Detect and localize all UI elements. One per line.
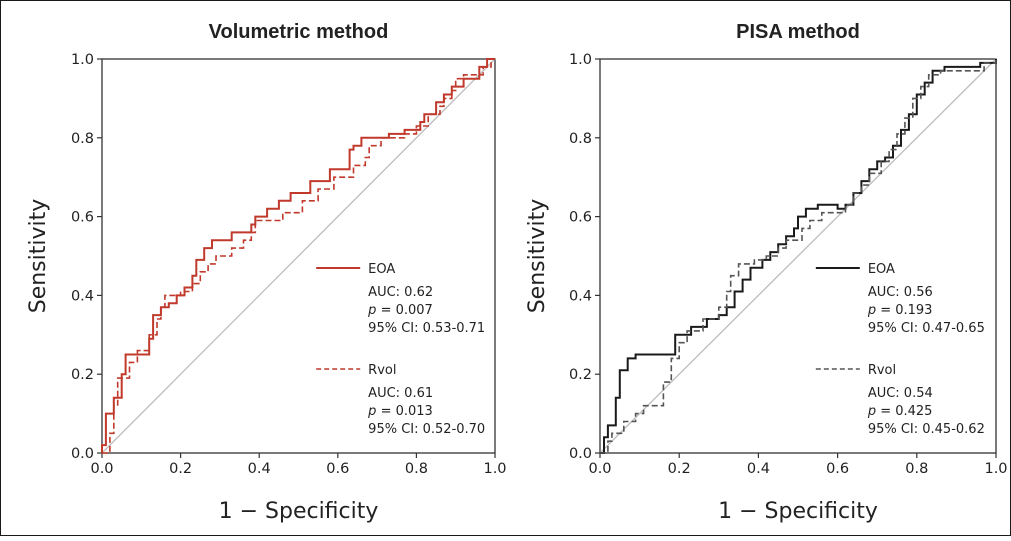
panel1-legend-rvol-stat: p = 0.013 (367, 404, 433, 419)
panel2-x-tick-label: 0.8 (905, 461, 928, 477)
panel2-y-tick-label: 0.4 (569, 288, 592, 304)
panel1-x-tick-label: 0.8 (405, 461, 428, 477)
panel2-series-eoa-line (600, 59, 997, 454)
panel1-series-eoa-line (101, 58, 495, 453)
panel2-legend-rvol-stat: 95% CI: 0.45-0.62 (868, 422, 985, 437)
panel2-legend-eoa-label: EOA (868, 262, 895, 277)
panel1-series-rvol-line (102, 58, 495, 454)
panel2-reference-diagonal (599, 58, 997, 454)
panel2-x-tick-label: 0.2 (668, 461, 691, 477)
panel2-y-tick-label: 1.0 (569, 52, 592, 68)
panel1-y-tick-label: 0.8 (71, 131, 94, 147)
panel1-legend-rvol-stat: AUC: 0.61 (368, 386, 433, 401)
panel1-y-axis-label: Sensitivity (26, 199, 51, 314)
panel1-y-tick-label: 0.4 (71, 288, 94, 304)
panel1-x-tick-label: 0.2 (169, 461, 192, 477)
panel1-reference-diagonal (101, 58, 496, 454)
panel1-y-tick-label: 0.6 (71, 210, 94, 226)
panel1-x-axis-label: 1 − Specificity (219, 499, 379, 524)
panel2-legend-eoa-stat: p = 0.193 (867, 303, 933, 318)
panel1-legend-rvol-stat: 95% CI: 0.52-0.70 (368, 422, 485, 437)
panel2-x-tick-label: 0.6 (826, 461, 849, 477)
panel2-legend-eoa-stat: 95% CI: 0.47-0.65 (868, 321, 985, 336)
panel1-x-tick-label: 1.0 (483, 461, 506, 477)
panel2-y-tick-label: 0.6 (569, 210, 592, 226)
panel1-y-tick-label: 0.2 (71, 367, 94, 383)
panel1-plot-frame (101, 58, 496, 454)
panel1-legend-rvol-label: Rvol (368, 363, 396, 378)
panel2-y-axis-label: Sensitivity (525, 199, 550, 314)
panel2-y-tick-label: 0.2 (569, 367, 592, 383)
panel1-y-tick-label: 0.0 (71, 446, 94, 462)
panel1-legend-eoa-label: EOA (368, 262, 395, 277)
panel2-x-tick-label: 0.4 (747, 461, 770, 477)
panel2-legend-rvol-stat: AUC: 0.54 (868, 386, 933, 401)
panel2-x-tick-label: 0.0 (588, 461, 611, 477)
panel2-series-rvol-line (600, 59, 997, 454)
panel2-legend-eoa-stat: AUC: 0.56 (868, 285, 933, 300)
panel2-x-tick-label: 1.0 (984, 461, 1007, 477)
panel1-legend-eoa-stat: AUC: 0.62 (368, 285, 433, 300)
panel1-x-tick-label: 0.4 (248, 461, 271, 477)
panel1-legend-eoa-stat: p = 0.007 (367, 303, 433, 318)
panel1-chart-title: Volumetric method (209, 21, 389, 43)
panel2-plot-frame (599, 58, 997, 454)
panel2-y-tick-label: 0.0 (569, 446, 592, 462)
panel1-x-tick-label: 0.6 (326, 461, 349, 477)
panel2-legend-rvol-stat: p = 0.425 (867, 404, 933, 419)
panel2-chart-title: PISA method (736, 21, 860, 43)
panel2-x-axis-label: 1 − Specificity (718, 499, 878, 524)
panel1-x-tick-label: 0.0 (90, 461, 113, 477)
panel1-legend-eoa-stat: 95% CI: 0.53-0.71 (368, 321, 485, 336)
panel2-y-tick-label: 0.8 (569, 131, 592, 147)
panel1-y-tick-label: 1.0 (71, 52, 94, 68)
panel2-legend-rvol-label: Rvol (868, 363, 896, 378)
